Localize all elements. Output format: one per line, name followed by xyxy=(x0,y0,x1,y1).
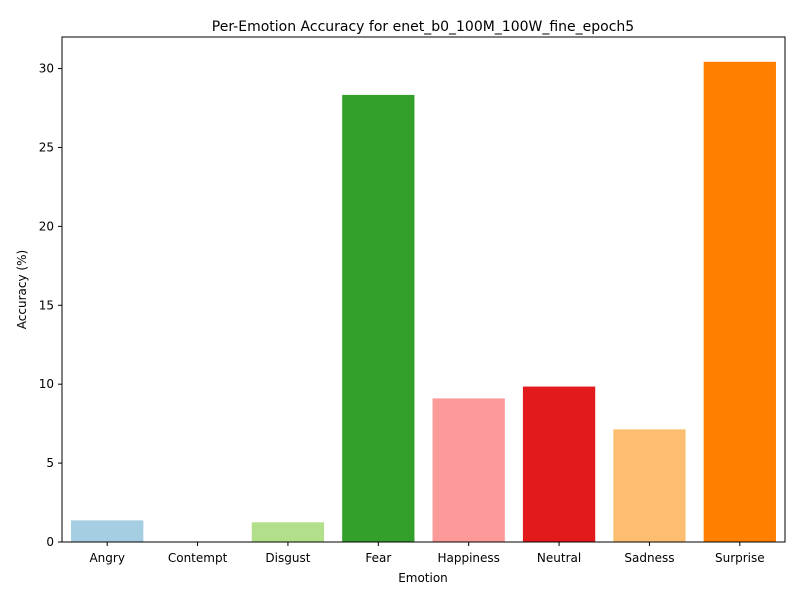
y-axis-ticks: 0 5 10 15 20 25 30 xyxy=(39,62,62,549)
x-tick-label: Happiness xyxy=(437,551,499,565)
bar-neutral xyxy=(522,386,596,542)
bar-angry xyxy=(71,520,144,542)
y-axis-label: Accuracy (%) xyxy=(15,250,29,329)
y-tick-label: 10 xyxy=(39,377,54,391)
bar-disgust xyxy=(251,522,325,542)
y-tick-label: 5 xyxy=(46,456,54,470)
y-tick-label: 0 xyxy=(46,535,54,549)
x-axis-ticks: Angry Contempt Disgust Fear Happiness Neutral… xyxy=(89,542,765,565)
bars-group xyxy=(71,61,776,543)
bar-sadness xyxy=(613,429,686,542)
bar-happiness xyxy=(432,398,505,542)
chart-title: Per-Emotion Accuracy for enet_b0_100M_10… xyxy=(212,19,634,35)
x-tick-label: Neutral xyxy=(537,551,581,565)
y-tick-label: 30 xyxy=(39,62,54,76)
y-tick-label: 25 xyxy=(39,140,54,154)
x-tick-label: Surprise xyxy=(715,551,765,565)
plot-frame xyxy=(61,36,786,543)
bar-surprise xyxy=(703,61,776,543)
x-tick-label: Angry xyxy=(89,551,124,565)
y-tick-label: 20 xyxy=(39,219,54,233)
x-axis-label: Emotion xyxy=(398,571,448,585)
bar-fear xyxy=(342,94,415,543)
x-tick-label: Fear xyxy=(365,551,391,565)
x-tick-label: Sadness xyxy=(624,551,674,565)
x-tick-label: Contempt xyxy=(168,551,228,565)
x-tick-label: Disgust xyxy=(265,551,310,565)
y-tick-label: 15 xyxy=(39,298,54,312)
